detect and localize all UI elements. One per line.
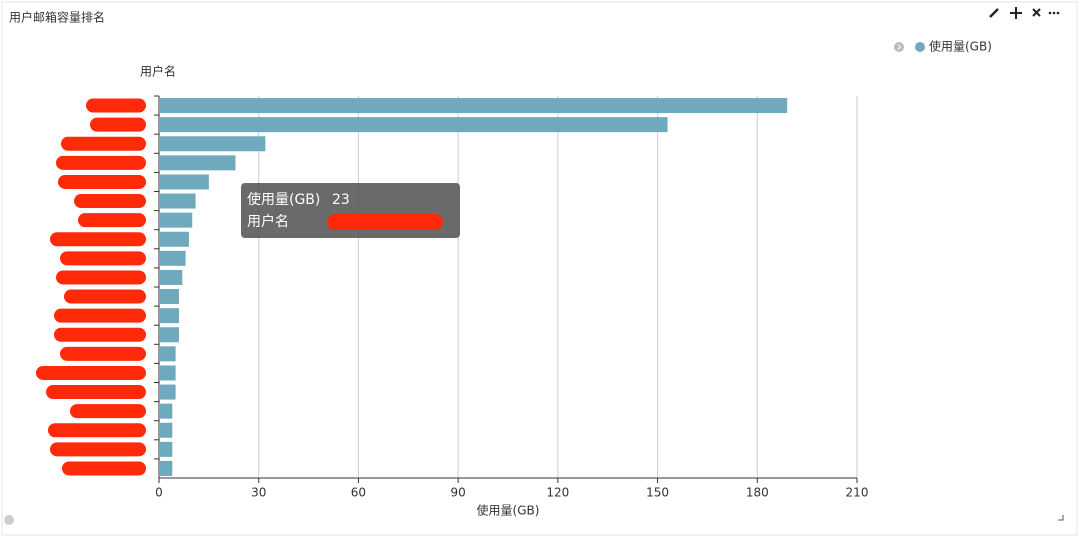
redacted-label: [78, 213, 146, 228]
redacted-label: [50, 232, 146, 247]
redacted-label: [64, 289, 146, 304]
x-tick-label: 60: [351, 486, 366, 500]
legend-label[interactable]: 使用量(GB): [929, 39, 992, 54]
redacted-label: [46, 385, 146, 400]
bar: [160, 212, 193, 228]
redacted-label: [48, 423, 146, 438]
redacted-label: [54, 308, 146, 323]
toolbar[interactable]: [989, 7, 1060, 19]
redacted-label: [56, 155, 146, 170]
bar: [160, 193, 196, 209]
x-axis-title: 使用量(GB): [477, 503, 540, 518]
bar: [160, 98, 788, 114]
x-tick-label: 210: [846, 486, 869, 500]
redacted-label: [60, 346, 146, 361]
x-tick-label: 90: [451, 486, 466, 500]
redacted-label: [60, 251, 146, 266]
tooltip-category-label: 用户名: [247, 213, 289, 230]
x-tick-label: 150: [646, 486, 669, 500]
redacted-label: [36, 365, 146, 380]
redacted-label: [86, 98, 146, 113]
x-tick-label: 0: [155, 486, 163, 500]
redacted-label: [50, 442, 146, 457]
x-tick-label: 180: [746, 486, 769, 500]
tooltip-series: 使用量(GB): [247, 191, 320, 208]
bar: [160, 441, 173, 457]
resize-handle[interactable]: [1058, 515, 1064, 521]
move-icon[interactable]: [1010, 7, 1022, 19]
edit-icon[interactable]: [989, 8, 999, 18]
redacted-label: [327, 214, 443, 230]
bar: [160, 117, 668, 133]
more-icon[interactable]: [1048, 11, 1060, 15]
redacted-label: [62, 461, 146, 476]
redacted-label: [90, 117, 146, 132]
legend-nav[interactable]: [894, 42, 904, 52]
bar: [160, 327, 179, 343]
collapse-button[interactable]: [4, 515, 14, 525]
widget-title: 用户邮箱容量排名: [9, 10, 105, 25]
bar: [160, 346, 176, 362]
bar: [160, 308, 179, 324]
redacted-label: [61, 136, 146, 151]
bar: [160, 136, 266, 152]
bar: [160, 460, 173, 476]
redacted-label: [54, 327, 146, 342]
bar: [160, 250, 186, 266]
redacted-label: [56, 270, 146, 285]
bar: [160, 384, 176, 400]
redacted-label: [58, 174, 146, 189]
tooltip-value: 23: [332, 192, 350, 208]
legend-nav-arrow: [897, 44, 902, 50]
bar: [160, 155, 236, 171]
close-icon[interactable]: [1032, 8, 1041, 17]
x-tick-label: 120: [546, 486, 569, 500]
bar: [160, 403, 173, 419]
tooltip: 使用量(GB) 23 用户名: [241, 183, 460, 238]
bar: [160, 174, 209, 190]
bar: [160, 365, 176, 381]
bar: [160, 269, 183, 285]
x-tick-label: 30: [251, 486, 266, 500]
y-axis-title: 用户名: [140, 64, 176, 79]
legend-marker[interactable]: [915, 42, 925, 52]
bar: [160, 289, 179, 305]
bar: [160, 422, 173, 438]
redacted-label: [70, 404, 146, 419]
redacted-label: [74, 194, 146, 209]
bar: [160, 231, 189, 247]
